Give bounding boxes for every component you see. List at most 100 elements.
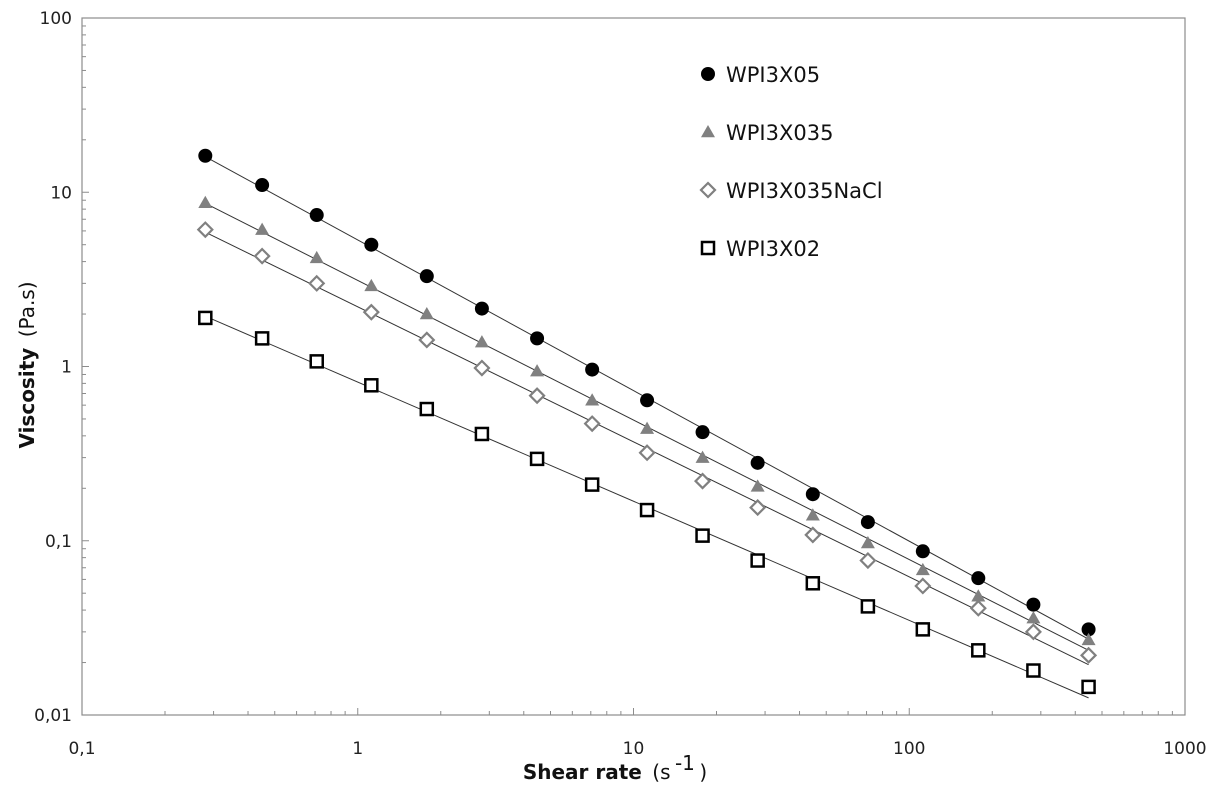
- axis-ticks: 0,1 1 10 100 1000 0,01 0,1 1 10 100: [34, 9, 1206, 759]
- data-point: [914, 577, 932, 595]
- x-tick-label: 0,1: [68, 739, 95, 759]
- series-WPI3X035NaCl: [196, 221, 1098, 664]
- data-point: [309, 354, 324, 369]
- data-point: [915, 544, 930, 559]
- data-point: [418, 331, 436, 349]
- y-axis-label: Viscosity: [15, 348, 39, 449]
- data-point: [584, 477, 600, 492]
- data-point: [695, 425, 710, 440]
- data-point: [695, 450, 710, 463]
- data-markers: [196, 148, 1098, 695]
- data-point: [915, 622, 931, 637]
- data-point: [750, 553, 765, 568]
- y-axis-unit: (Pa.s): [15, 281, 39, 337]
- x-axis-unit-close: ): [699, 760, 707, 784]
- y-tick-label: 0,1: [45, 532, 72, 552]
- x-tick-label: 100: [893, 739, 925, 759]
- data-point: [639, 502, 655, 518]
- data-point: [860, 536, 875, 549]
- legend-label: WPI3X035: [726, 121, 833, 145]
- data-point: [1081, 622, 1096, 637]
- data-point: [474, 335, 489, 348]
- data-point: [805, 576, 821, 591]
- y-tick-label: 1: [61, 358, 72, 378]
- data-point: [860, 515, 875, 530]
- data-point: [585, 393, 600, 406]
- data-point: [1081, 632, 1096, 646]
- data-point: [1024, 623, 1042, 641]
- data-point: [308, 274, 326, 292]
- x-tick-label: 1000: [1163, 739, 1206, 759]
- data-point: [1081, 679, 1096, 695]
- data-point: [693, 472, 712, 490]
- data-point: [419, 401, 435, 417]
- data-point: [309, 208, 324, 223]
- data-point: [364, 278, 379, 292]
- data-point: [198, 195, 213, 209]
- data-point: [419, 269, 434, 284]
- legend-label: WPI3X02: [726, 237, 820, 261]
- data-point: [640, 393, 655, 408]
- data-point: [1026, 611, 1041, 624]
- data-point: [971, 643, 986, 658]
- data-point: [585, 362, 600, 377]
- y-tick-label: 0,01: [34, 706, 72, 726]
- x-axis-label: Shear rate: [523, 760, 642, 784]
- legend-item: WPI3X035: [701, 121, 833, 145]
- x-axis-unit-open: (s: [652, 760, 670, 784]
- data-point: [640, 421, 655, 434]
- legend-label: WPI3X035NaCl: [726, 179, 883, 203]
- x-tick-label: 10: [623, 739, 645, 759]
- data-point: [255, 222, 270, 235]
- data-point: [915, 562, 930, 576]
- legend-label: WPI3X05: [726, 63, 820, 87]
- data-point: [859, 551, 877, 570]
- x-tick-label: 1: [352, 739, 363, 759]
- data-point: [1026, 597, 1041, 612]
- plot-area: [81, 17, 1186, 716]
- data-point: [364, 237, 379, 252]
- data-point: [969, 599, 987, 617]
- data-point: [1080, 646, 1098, 664]
- y-tick-label: 100: [40, 9, 72, 29]
- legend: WPI3X05 WPI3X035 WPI3X035NaCl WPI3X02: [699, 63, 883, 261]
- data-point: [474, 426, 490, 442]
- data-point: [254, 331, 270, 346]
- data-point: [749, 499, 767, 517]
- data-point: [198, 148, 213, 163]
- data-point: [1026, 663, 1041, 678]
- data-point: [309, 250, 324, 264]
- data-point: [198, 310, 213, 326]
- data-point: [255, 178, 270, 193]
- data-point: [529, 451, 545, 467]
- data-point: [638, 444, 656, 462]
- data-point: [530, 331, 545, 346]
- x-axis-title: Shear rate (s -1 ): [523, 751, 707, 784]
- data-point: [474, 301, 489, 316]
- legend-marker: [701, 125, 715, 138]
- data-point: [971, 589, 986, 602]
- legend-item: WPI3X05: [701, 63, 820, 87]
- series-WPI3X05: [198, 148, 1096, 637]
- data-point: [253, 247, 271, 265]
- data-point: [419, 307, 434, 320]
- data-point: [196, 221, 214, 239]
- data-point: [860, 599, 876, 614]
- legend-item: WPI3X02: [700, 237, 820, 261]
- data-point: [805, 508, 820, 521]
- plot-frame: [81, 17, 1186, 716]
- y-axis-title: Viscosity (Pa.s): [15, 281, 39, 448]
- data-point: [971, 571, 986, 586]
- data-point: [583, 415, 601, 433]
- y-tick-label: 10: [50, 183, 72, 203]
- legend-marker: [701, 67, 715, 81]
- data-point: [750, 455, 765, 470]
- legend-marker: [700, 240, 716, 256]
- data-point: [364, 378, 379, 393]
- legend-marker: [699, 181, 717, 199]
- data-point: [528, 387, 546, 405]
- data-point: [530, 364, 545, 377]
- x-axis-unit-superscript: -1: [675, 751, 695, 775]
- series-WPI3X02: [198, 310, 1096, 695]
